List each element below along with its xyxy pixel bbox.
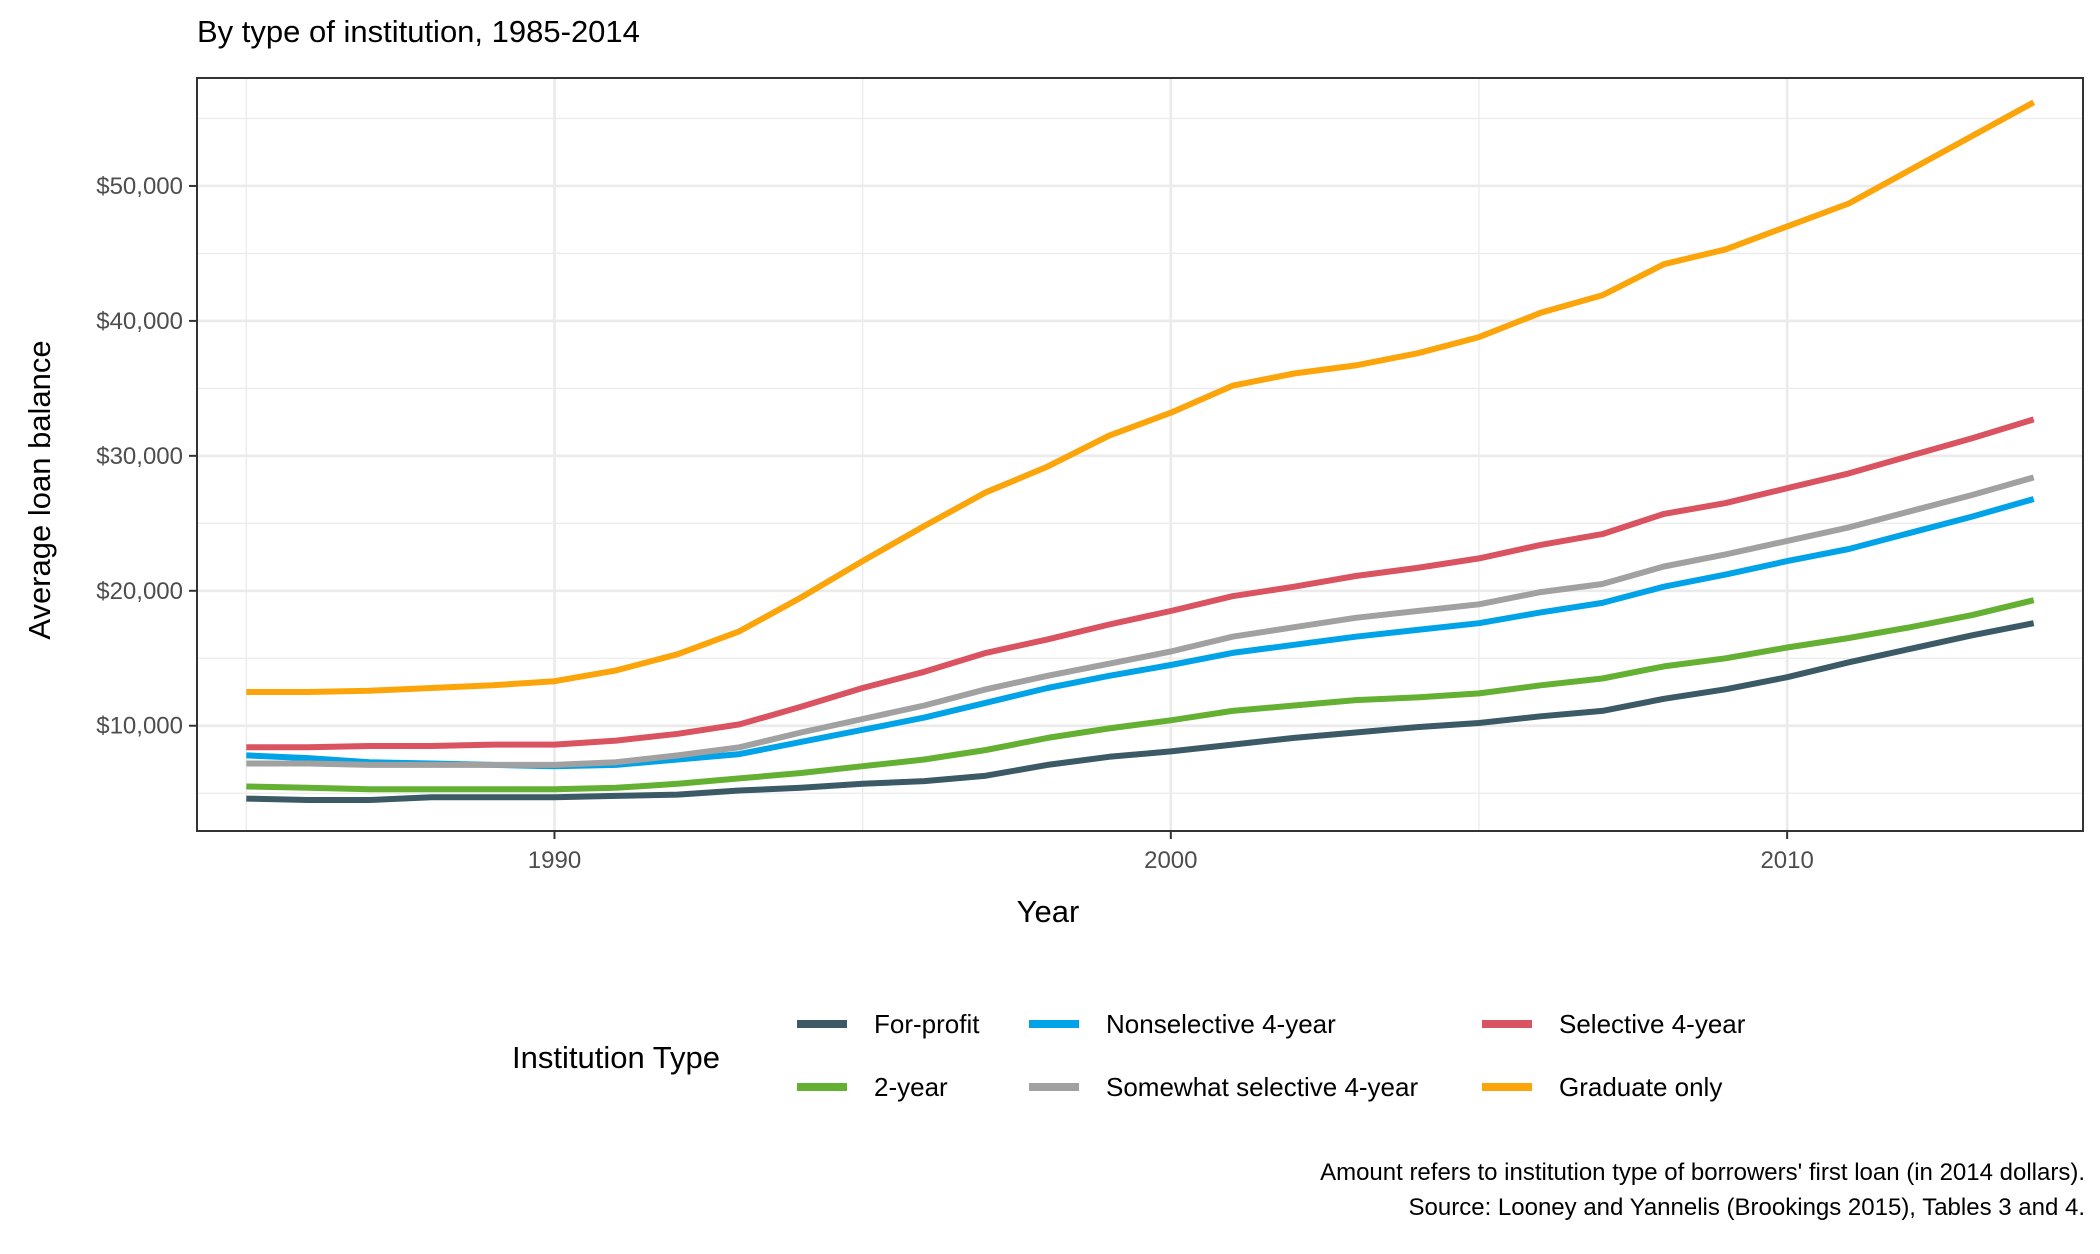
x-tick-label: 2010 [1760,847,1813,874]
legend-item-2-year: 2-year [797,1072,948,1102]
plot-panel [196,77,2084,832]
x-tick-label: 2000 [1144,847,1197,874]
caption-line-2: Source: Looney and Yannelis (Brookings 2… [1409,1194,2085,1221]
legend-label: 2-year [874,1072,948,1102]
legend-label: Nonselective 4-year [1106,1009,1336,1039]
caption-line-1: Amount refers to institution type of bor… [1320,1159,2085,1186]
legend-label: For-profit [874,1009,980,1039]
x-axis-title: Year [1017,894,1080,929]
chart-title: By type of institution, 1985-2014 [197,14,640,49]
legend-label: Somewhat selective 4-year [1106,1072,1418,1102]
x-axis: 1990 2000 2010 [528,831,1814,874]
series-lines [246,99,2036,803]
y-tick-label: $40,000 [96,308,183,335]
legend-item-nonselective-4-year: Nonselective 4-year [1029,1009,1336,1039]
legend-label: Selective 4-year [1559,1009,1746,1039]
legend-item-graduate-only: Graduate only [1482,1072,1722,1102]
series-line-somewhat-selective-4-year [246,474,2035,768]
y-tick-label: $20,000 [96,578,183,605]
y-tick-label: $10,000 [96,713,183,740]
y-axis: $10,000 $20,000 $30,000 $40,000 $50,000 [96,173,197,740]
panel-border [196,77,2084,832]
y-axis-title: Average loan balance [22,340,57,639]
legend-title: Institution Type [512,1040,720,1075]
legend-item-somewhat-selective-4-year: Somewhat selective 4-year [1029,1072,1418,1102]
x-tick-label: 1990 [528,847,581,874]
series-line-graduate-only [246,99,2036,695]
y-tick-label: $50,000 [96,173,183,200]
series-line-selective-4-year [246,416,2035,751]
legend: Institution Type For-profit Nonselective … [512,1009,1746,1102]
series-line-2-year [246,597,2035,793]
legend-items: For-profit Nonselective 4-year Selective 4… [797,1009,1746,1102]
legend-item-selective-4-year: Selective 4-year [1482,1009,1746,1039]
y-tick-label: $30,000 [96,443,183,470]
legend-item-for-profit: For-profit [797,1009,980,1039]
legend-label: Graduate only [1559,1072,1722,1102]
series-line-for-profit [246,620,2035,803]
